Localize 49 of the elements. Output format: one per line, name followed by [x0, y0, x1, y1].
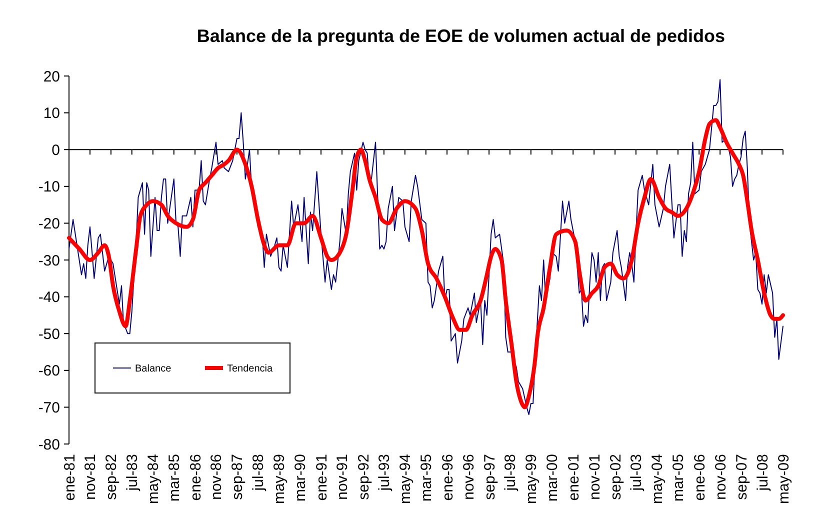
x-tick-label: may-04 — [649, 454, 666, 504]
x-tick-label: mar-05 — [670, 454, 688, 502]
y-tick-label: -40 — [38, 289, 60, 306]
y-tick-label: -70 — [38, 399, 60, 416]
x-tick-label: jul-98 — [502, 454, 520, 492]
x-tick-label: sep-97 — [481, 454, 498, 500]
y-tick-label: 20 — [43, 68, 60, 86]
x-tick-label: jul-83 — [124, 454, 142, 492]
x-tick-label: mar-95 — [418, 454, 436, 502]
x-tick-label: ene-06 — [691, 454, 708, 501]
chart-title: Balance de la pregunta de EOE de volumen actual de pedidos — [196, 26, 726, 46]
x-tick-label: mar-90 — [292, 454, 310, 502]
x-tick-label: nov-06 — [712, 454, 730, 500]
legend-label: Balance — [135, 364, 172, 374]
x-tick-label: may-94 — [397, 454, 414, 504]
x-tick-label: mar-00 — [544, 454, 562, 502]
y-tick-label: 0 — [52, 142, 60, 159]
x-tick-label: may-99 — [523, 454, 540, 504]
x-tick-label: sep-92 — [355, 454, 372, 500]
x-tick-label: jul-88 — [250, 454, 268, 492]
x-tick-label: sep-07 — [733, 454, 750, 500]
y-tick-label: -80 — [38, 436, 60, 454]
y-tick-label: -10 — [38, 178, 60, 196]
x-tick-label: nov-86 — [208, 454, 226, 500]
y-tick-label: -20 — [38, 215, 60, 232]
x-tick-label: nov-96 — [460, 454, 478, 500]
x-tick-label: ene-81 — [61, 454, 78, 501]
y-tick-label: 10 — [43, 105, 60, 122]
legend-label: Tendencia — [227, 364, 274, 374]
x-tick-label: sep-87 — [229, 454, 246, 500]
y-tick-label: -30 — [38, 252, 60, 270]
x-tick-label: ene-96 — [439, 454, 456, 501]
x-tick-label: nov-01 — [586, 454, 604, 500]
x-tick-label: jul-03 — [628, 454, 646, 492]
x-tick-label: sep-02 — [607, 454, 624, 500]
x-tick-label: nov-91 — [334, 454, 352, 500]
y-tick-label: -60 — [38, 362, 60, 380]
x-tick-label: ene-86 — [187, 454, 204, 501]
x-tick-label: may-09 — [775, 454, 792, 504]
x-tick-label: ene-91 — [313, 454, 330, 501]
x-tick-label: jul-08 — [754, 454, 772, 492]
x-tick-label: may-84 — [145, 454, 162, 504]
x-tick-label: may-89 — [271, 454, 288, 504]
x-tick-label: nov-81 — [82, 454, 100, 500]
x-tick-label: jul-93 — [376, 454, 394, 492]
x-tick-label: sep-82 — [103, 454, 120, 500]
x-tick-label: ene-01 — [565, 454, 582, 501]
x-tick-label: mar-85 — [166, 454, 184, 502]
y-tick-label: -50 — [38, 326, 60, 343]
